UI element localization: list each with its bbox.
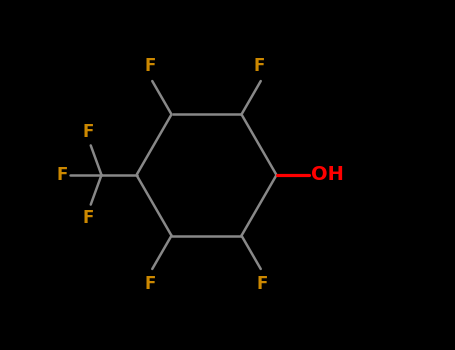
Text: F: F [257,275,268,293]
Text: F: F [145,57,156,75]
Text: F: F [56,166,68,184]
Text: F: F [82,123,94,141]
Text: OH: OH [311,166,344,184]
Text: F: F [82,209,94,227]
Text: F: F [253,57,265,75]
Text: F: F [145,275,156,293]
